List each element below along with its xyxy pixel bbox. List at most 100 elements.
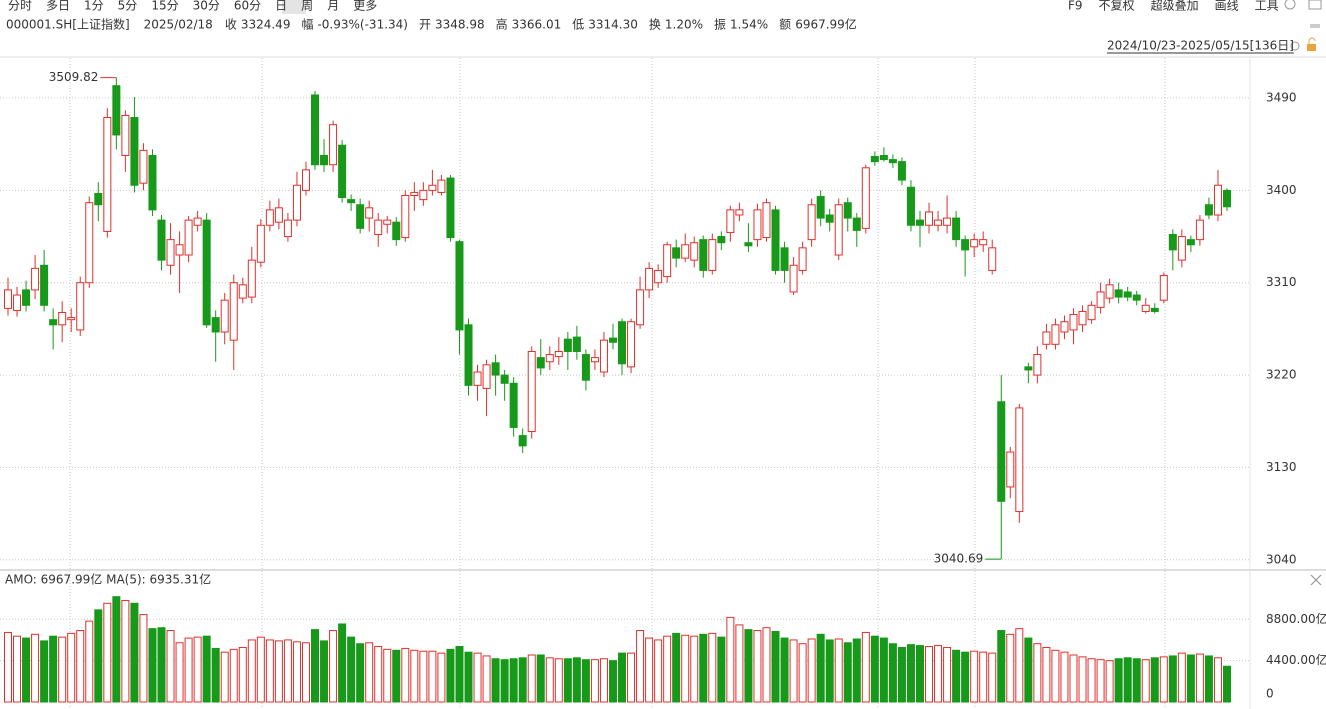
candle-body: [906, 186, 915, 226]
field-value: 3366.01: [512, 18, 562, 32]
volume-tick-label: 8800.00亿: [1266, 611, 1326, 626]
candle-body: [392, 221, 401, 241]
volume-bar: [934, 645, 943, 703]
candle-body: [410, 191, 419, 197]
period-tab[interactable]: 1分: [84, 0, 104, 13]
volume-bar: [22, 637, 31, 703]
volume-bar: [952, 649, 961, 703]
menu-icon[interactable]: [1310, 24, 1320, 28]
volume-bar: [852, 638, 861, 703]
y-tick-label: 3310: [1266, 275, 1297, 289]
y-tick-label: 3130: [1266, 460, 1297, 474]
candle-body: [1213, 184, 1222, 216]
period-tab[interactable]: 多日: [46, 0, 70, 13]
volume-bar: [292, 641, 301, 703]
period-tab[interactable]: 5分: [118, 0, 138, 13]
volume-bar: [40, 640, 49, 703]
candle-body: [1042, 331, 1051, 345]
candle-body: [1033, 354, 1042, 376]
candle-body: [256, 224, 265, 263]
candle-body: [807, 204, 816, 241]
candle-body: [798, 247, 807, 271]
volume-bar: [1060, 651, 1069, 703]
y-tick-label: 3400: [1266, 183, 1297, 197]
candle-body: [139, 149, 148, 184]
volume-bar: [581, 659, 590, 703]
volume-bar: [1150, 657, 1159, 703]
period-tab[interactable]: 60分: [234, 0, 261, 13]
volume-bar: [771, 630, 780, 703]
candle-body: [563, 338, 572, 352]
volume-bar: [888, 643, 897, 703]
volume-bar: [329, 630, 338, 703]
period-tab[interactable]: 分时: [8, 0, 32, 13]
period-tab[interactable]: 周: [301, 0, 313, 13]
volume-bar: [49, 635, 58, 703]
candle-body: [94, 192, 103, 206]
period-tab[interactable]: 15分: [151, 0, 178, 13]
candle-body: [518, 435, 527, 447]
period-tab[interactable]: 更多: [353, 0, 377, 13]
close-icon[interactable]: [1310, 574, 1322, 586]
candle-body: [437, 179, 446, 193]
volume-bar: [1168, 655, 1177, 703]
lock-icon[interactable]: [1307, 37, 1316, 51]
period-tab[interactable]: 30分: [193, 0, 220, 13]
tool-button[interactable]: 超级叠加: [1151, 0, 1199, 13]
volume-bar: [798, 643, 807, 703]
volume-bar: [861, 631, 870, 703]
tool-button[interactable]: F9: [1068, 0, 1083, 13]
candle-body: [446, 177, 455, 239]
volume-bar: [401, 647, 410, 703]
y-tick-label: 3040: [1266, 552, 1297, 566]
volume-bar: [554, 658, 563, 703]
period-tab[interactable]: 月: [327, 0, 339, 13]
candle-body: [103, 117, 112, 232]
tool-button[interactable]: 不复权: [1099, 0, 1135, 13]
tool-button[interactable]: 工具: [1255, 0, 1279, 13]
candle-body: [762, 202, 771, 239]
candle-body: [608, 337, 617, 343]
candle-body: [112, 85, 121, 136]
candle-body: [816, 196, 825, 219]
candle-body: [383, 219, 392, 225]
candle-body: [365, 207, 374, 219]
candle-body: [690, 242, 699, 261]
candle-body: [1006, 451, 1015, 488]
tool-button[interactable]: 画线: [1215, 0, 1239, 13]
settings-icon[interactable]: [1284, 0, 1296, 10]
volume-bar: [1105, 660, 1114, 703]
candle-body: [301, 169, 310, 191]
field-value: -0.93%(-31.34): [317, 18, 408, 32]
gear-icon[interactable]: [1290, 41, 1300, 51]
volume-bar: [780, 637, 789, 703]
volume-bar: [67, 632, 76, 703]
candle-body: [356, 204, 365, 229]
volume-bar: [545, 657, 554, 703]
volume-bar: [572, 657, 581, 703]
volume-bar: [879, 637, 888, 703]
candle-body: [49, 319, 58, 326]
volume-bar: [753, 630, 762, 703]
volume-bar: [1223, 665, 1231, 703]
candle-body: [1114, 289, 1123, 298]
volume-bar: [509, 658, 518, 703]
volume-bar: [157, 627, 166, 703]
candle-body: [1132, 294, 1141, 301]
volume-bar: [283, 639, 292, 703]
volume-bar: [121, 599, 130, 703]
volume-bar: [636, 630, 645, 703]
volume-bar: [13, 635, 22, 703]
candle-body: [735, 209, 744, 216]
volume-bar: [970, 650, 979, 703]
volume-bar: [1123, 657, 1132, 703]
candle-body: [970, 239, 979, 248]
annotation: 3509.82: [49, 70, 99, 84]
candle-body: [482, 364, 491, 389]
wp-icon[interactable]: [1308, 0, 1322, 10]
active-period-bg: [282, 0, 306, 14]
volume-bar: [1042, 646, 1051, 703]
field-label: 高: [496, 17, 508, 32]
candle-body: [1024, 366, 1033, 371]
period-tab[interactable]: 日: [275, 0, 287, 13]
